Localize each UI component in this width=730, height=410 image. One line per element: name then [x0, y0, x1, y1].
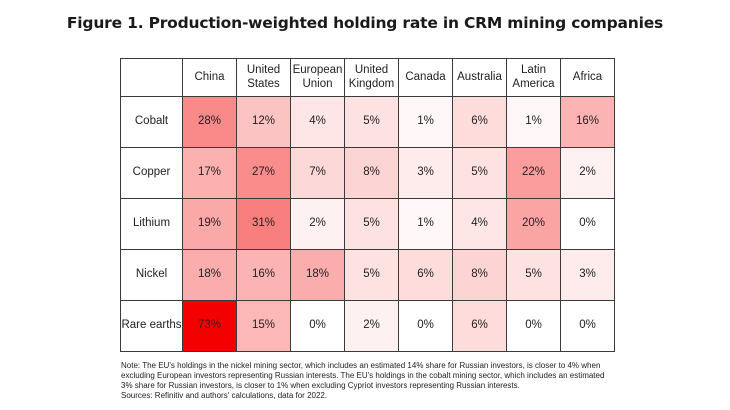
heatmap-cell: 27% [236, 147, 291, 199]
data-row: Rare earths 73% 15% 0% 2% 0% 6% 0% 0% [120, 300, 615, 352]
header-row: China United States European Union United King… [120, 58, 615, 97]
footnote-line: 3% share for Russian investors, is close… [121, 381, 520, 390]
heatmap-cell: 4% [290, 96, 345, 148]
column-header: United States [236, 58, 291, 97]
heatmap-cell: 0% [398, 300, 453, 352]
heatmap-cell: 5% [344, 96, 399, 148]
heatmap-cell: 8% [452, 249, 507, 301]
column-header-line: China [194, 70, 225, 83]
heatmap-cell: 5% [344, 198, 399, 250]
heatmap-cell: 4% [452, 198, 507, 250]
row-label: Nickel [120, 249, 183, 301]
footnote-line: Note: The EU's holdings in the nickel mi… [121, 361, 601, 370]
column-header: Latin America [506, 58, 561, 97]
heatmap-cell: 3% [398, 147, 453, 199]
heatmap-table: China United States European Union United King… [120, 58, 615, 352]
chart-title: Figure 1. Production-weighted holding ra… [66, 14, 664, 32]
heatmap-cell: 2% [344, 300, 399, 352]
heatmap-cell: 5% [506, 249, 561, 301]
data-row: Cobalt 28% 12% 4% 5% 1% 6% 1% 16% [120, 96, 615, 148]
column-header: Africa [560, 58, 615, 97]
column-header-line: Union [302, 77, 333, 90]
heatmap-cell: 0% [290, 300, 345, 352]
column-header: United Kingdom [344, 58, 399, 97]
row-label: Lithium [120, 198, 183, 250]
heatmap-cell: 1% [398, 198, 453, 250]
heatmap-cell: 22% [506, 147, 561, 199]
heatmap-body: Cobalt 28% 12% 4% 5% 1% 6% 1% 16% Copper 17% 27% 7% 8… [120, 96, 615, 352]
footnote-line: excluding European investors representin… [121, 371, 605, 380]
heatmap-cell: 16% [236, 249, 291, 301]
data-row: Copper 17% 27% 7% 8% 3% 5% 22% 2% [120, 147, 615, 199]
footnote-line: Sources: Refinitiv and authors' calculat… [121, 391, 328, 400]
column-header-line: America [512, 77, 555, 90]
column-header-line: United [246, 64, 281, 77]
heatmap-cell: 2% [290, 198, 345, 250]
column-header-line: Latin [521, 64, 546, 77]
column-header-line: Africa [572, 70, 603, 83]
row-label: Rare earths [120, 300, 183, 352]
heatmap-cell: 0% [560, 198, 615, 250]
heatmap-cell: 8% [344, 147, 399, 199]
heatmap-cell: 73% [182, 300, 237, 352]
heatmap-cell: 18% [290, 249, 345, 301]
heatmap-cell: 31% [236, 198, 291, 250]
heatmap-cell: 16% [560, 96, 615, 148]
column-header-line: Kingdom [348, 77, 395, 90]
heatmap-cell: 17% [182, 147, 237, 199]
heatmap-cell: 1% [398, 96, 453, 148]
data-row: Nickel 18% 16% 18% 5% 6% 8% 5% 3% [120, 249, 615, 301]
heatmap-cell: 20% [506, 198, 561, 250]
heatmap-cell: 19% [182, 198, 237, 250]
heatmap-cell: 15% [236, 300, 291, 352]
corner-cell [120, 58, 183, 97]
column-header-line: States [247, 77, 280, 90]
column-header: Canada [398, 58, 453, 97]
heatmap-cell: 5% [452, 147, 507, 199]
heatmap-cell: 5% [344, 249, 399, 301]
heatmap-cell: 6% [398, 249, 453, 301]
heatmap-cell: 3% [560, 249, 615, 301]
column-header-line: European [292, 64, 343, 77]
column-header-line: United [354, 64, 389, 77]
heatmap-cell: 2% [560, 147, 615, 199]
heatmap-cell: 12% [236, 96, 291, 148]
heatmap-cell: 0% [560, 300, 615, 352]
column-header: European Union [290, 58, 345, 97]
heatmap-cell: 1% [506, 96, 561, 148]
row-label: Cobalt [120, 96, 183, 148]
column-header-line: Canada [405, 70, 446, 83]
column-header-line: Australia [457, 70, 502, 83]
data-row: Lithium 19% 31% 2% 5% 1% 4% 20% 0% [120, 198, 615, 250]
heatmap-cell: 7% [290, 147, 345, 199]
heatmap-cell: 18% [182, 249, 237, 301]
heatmap-cell: 28% [182, 96, 237, 148]
footnote: Note: The EU's holdings in the nickel mi… [121, 361, 611, 401]
column-header: China [182, 58, 237, 97]
heatmap-cell: 6% [452, 96, 507, 148]
heatmap-cell: 6% [452, 300, 507, 352]
column-header: Australia [452, 58, 507, 97]
row-label: Copper [120, 147, 183, 199]
heatmap-cell: 0% [506, 300, 561, 352]
